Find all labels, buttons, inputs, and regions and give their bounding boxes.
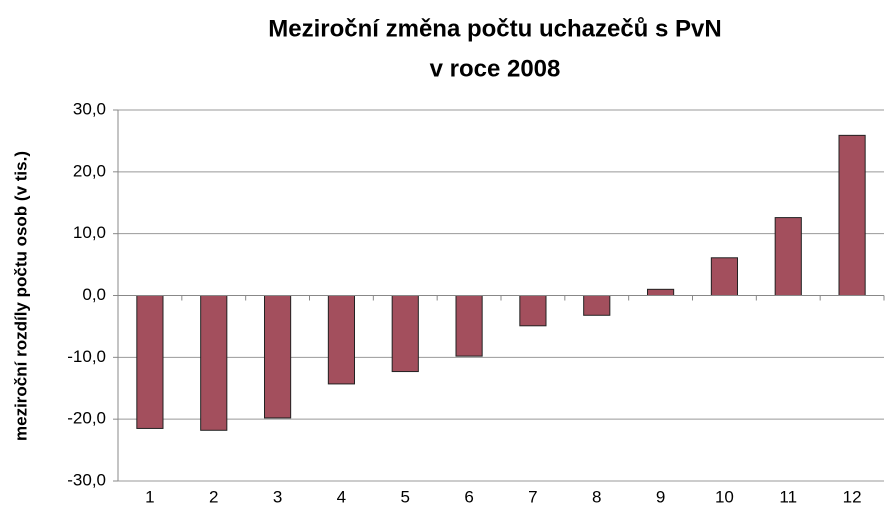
bar [327, 295, 356, 385]
bar [774, 217, 802, 296]
bar [838, 134, 866, 296]
chart-title: Meziroční změna počtu uchazečů s PvN [268, 15, 721, 42]
bar [710, 257, 739, 297]
x-tick-label: 3 [273, 487, 282, 506]
x-tick-label: 7 [528, 487, 537, 506]
x-tick-label: 1 [145, 487, 154, 506]
y-tick-label: 30,0 [73, 99, 106, 118]
bar [391, 295, 419, 373]
x-tick-label: 8 [592, 487, 601, 506]
bar [519, 295, 547, 327]
chart-title: v roce 2008 [430, 55, 561, 82]
bar [136, 295, 164, 429]
y-tick-label: 0,0 [82, 285, 106, 304]
x-tick-label: 4 [337, 487, 346, 506]
y-tick-label: 20,0 [73, 161, 106, 180]
x-tick-label: 5 [401, 487, 410, 506]
y-axis-label: meziroční rozdíly počtu osob (v tis.) [11, 151, 30, 441]
bar [263, 295, 292, 419]
x-tick-label: 11 [779, 487, 797, 506]
bar [200, 295, 228, 431]
y-tick-label: -20,0 [67, 409, 106, 428]
x-tick-label: 9 [656, 487, 665, 506]
y-tick-label: -10,0 [67, 347, 106, 366]
y-tick-label: 10,0 [73, 223, 106, 242]
bar [646, 288, 675, 297]
x-tick-label: 6 [464, 487, 473, 506]
bar [455, 295, 483, 357]
bar [583, 295, 611, 316]
x-tick-label: 2 [209, 487, 218, 506]
y-tick-label: -30,0 [67, 470, 106, 489]
x-tick-label: 12 [843, 487, 862, 506]
x-tick-label: 10 [715, 487, 734, 506]
